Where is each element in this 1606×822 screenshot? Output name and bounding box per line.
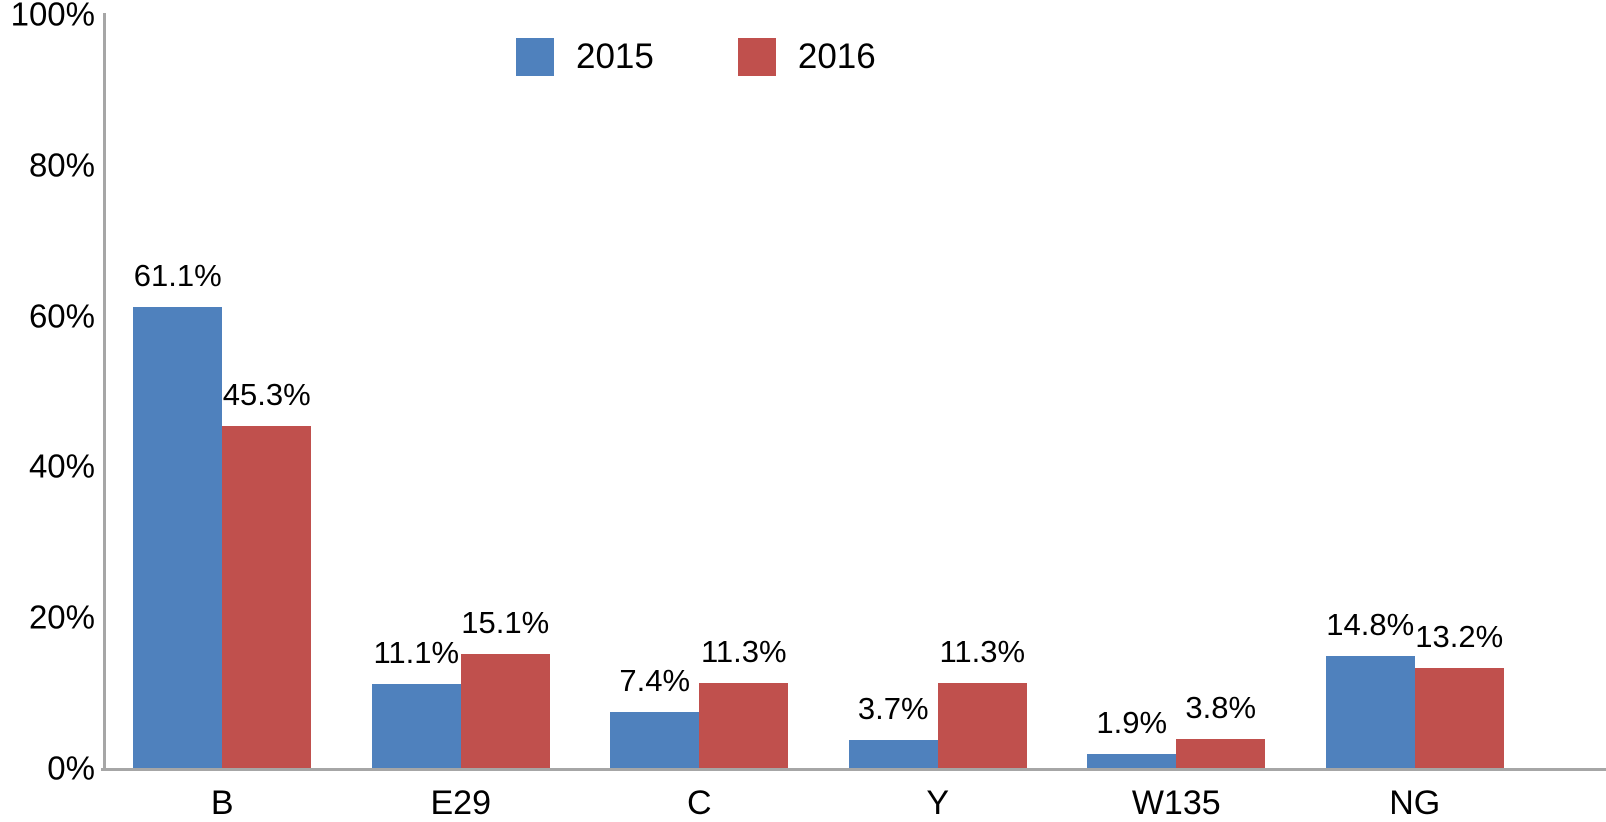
category-label-B: B xyxy=(210,784,234,822)
chart-legend: 2015 2016 xyxy=(516,38,876,76)
category-label-NG: NG xyxy=(1389,784,1441,822)
y-tick-label: 80% xyxy=(28,146,95,184)
y-tick-label: 40% xyxy=(28,447,95,485)
bar-group-E29: 11.1% 15.1% xyxy=(342,14,581,768)
y-tick-label: 100% xyxy=(10,0,95,33)
y-axis-line xyxy=(103,13,106,770)
bar-value-label-2015-C: 7.4% xyxy=(619,663,691,699)
bar-2016-B xyxy=(222,426,312,768)
plot-area: 61.1% 45.3% 11.1% 15.1% 7.4% 11.3% 3.7% 11.3% 1.… xyxy=(103,14,1534,768)
bar-2016-W135 xyxy=(1176,739,1266,768)
y-tick-label: 60% xyxy=(28,297,95,335)
bar-2016-E29 xyxy=(460,654,550,768)
category-label-E29: E29 xyxy=(430,784,492,822)
bar-value-label-2016-Y: 11.3% xyxy=(939,633,1026,669)
category-label-Y: Y xyxy=(926,784,950,822)
bar-value-label-2016-B: 45.3% xyxy=(222,377,311,413)
bar-value-label-2016-NG: 13.2% xyxy=(1415,619,1504,655)
bar-group-Y: 3.7% 11.3% xyxy=(819,14,1058,768)
bar-value-label-2015-NG: 14.8% xyxy=(1326,607,1415,643)
bar-2015-W135 xyxy=(1087,753,1177,768)
category-label-W135: W135 xyxy=(1131,784,1221,822)
y-tick-label: 20% xyxy=(28,598,95,636)
x-axis-category-labels: B E29 C Y W135 NG xyxy=(103,786,1534,822)
bar-2016-C xyxy=(699,682,789,768)
bar-value-label-2016-W135: 3.8% xyxy=(1185,690,1257,726)
bar-2015-NG xyxy=(1325,656,1415,768)
bar-value-label-2015-Y: 3.7% xyxy=(857,691,929,727)
bar-2015-E29 xyxy=(371,684,461,768)
y-tick-label: 0% xyxy=(47,749,95,787)
bar-group-B: 61.1% 45.3% xyxy=(103,14,342,768)
legend-swatch-icon xyxy=(516,38,554,76)
bar-group-C: 7.4% 11.3% xyxy=(580,14,819,768)
category-label-C: C xyxy=(686,784,712,822)
bar-group-NG: 14.8% 13.2% xyxy=(1296,14,1535,768)
bar-value-label-2015-W135: 1.9% xyxy=(1096,704,1168,740)
bar-2016-NG xyxy=(1414,668,1504,768)
legend-label: 2016 xyxy=(797,37,876,76)
legend-item-2016: 2016 xyxy=(737,37,876,76)
bar-2015-B xyxy=(133,307,223,768)
bar-2016-Y xyxy=(937,682,1027,768)
legend-label: 2015 xyxy=(576,37,654,76)
x-axis-line xyxy=(101,768,1606,771)
bar-2015-Y xyxy=(848,740,938,768)
bar-value-label-2015-E29: 11.1% xyxy=(373,635,460,671)
bar-value-label-2015-B: 61.1% xyxy=(133,258,222,294)
bar-2015-C xyxy=(610,712,700,768)
bar-value-label-2016-E29: 15.1% xyxy=(461,605,550,641)
bar-value-label-2016-C: 11.3% xyxy=(700,633,787,669)
legend-swatch-icon xyxy=(737,38,776,76)
legend-item-2015: 2015 xyxy=(516,38,654,76)
bar-group-W135: 1.9% 3.8% xyxy=(1057,14,1296,768)
